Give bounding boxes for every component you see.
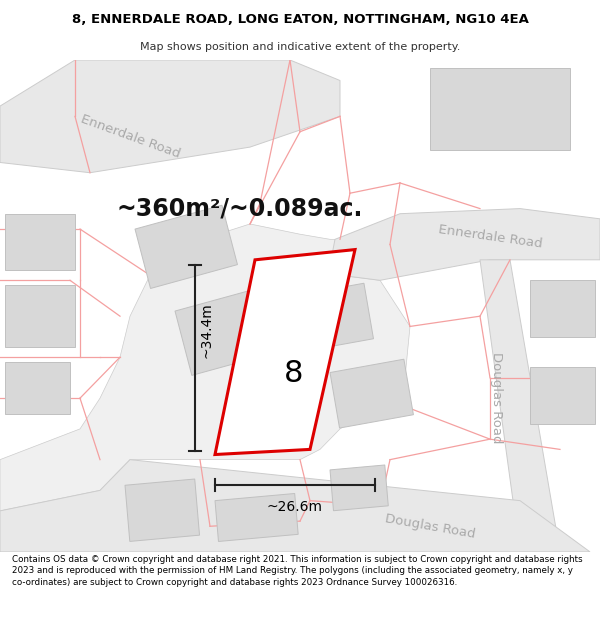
Text: Ennerdale Road: Ennerdale Road — [79, 113, 181, 161]
Bar — [5, 286, 75, 347]
Text: Ennerdale Road: Ennerdale Road — [437, 224, 543, 251]
Bar — [330, 359, 413, 428]
Polygon shape — [215, 249, 355, 454]
Bar — [530, 368, 595, 424]
Bar — [125, 479, 200, 541]
Bar — [530, 281, 595, 337]
Bar — [330, 465, 388, 511]
Polygon shape — [0, 459, 590, 552]
Polygon shape — [480, 260, 560, 552]
Polygon shape — [330, 209, 600, 281]
Text: Douglas Road: Douglas Road — [384, 512, 476, 541]
Bar — [5, 362, 70, 414]
Text: 8, ENNERDALE ROAD, LONG EATON, NOTTINGHAM, NG10 4EA: 8, ENNERDALE ROAD, LONG EATON, NOTTINGHA… — [71, 13, 529, 26]
Text: 8: 8 — [284, 359, 304, 388]
Text: Map shows position and indicative extent of the property.: Map shows position and indicative extent… — [140, 42, 460, 52]
Polygon shape — [0, 60, 340, 172]
Bar — [215, 494, 298, 541]
Bar — [295, 283, 373, 351]
Bar — [5, 214, 75, 270]
Text: Douglas Road: Douglas Road — [490, 352, 503, 444]
Text: Contains OS data © Crown copyright and database right 2021. This information is : Contains OS data © Crown copyright and d… — [12, 554, 583, 587]
Text: ~26.6m: ~26.6m — [267, 499, 323, 514]
Bar — [430, 68, 570, 150]
Bar — [135, 205, 238, 289]
Text: ~360m²/~0.089ac.: ~360m²/~0.089ac. — [117, 197, 363, 221]
Bar — [175, 289, 274, 376]
Text: ~34.4m: ~34.4m — [200, 302, 214, 358]
Polygon shape — [0, 224, 410, 511]
